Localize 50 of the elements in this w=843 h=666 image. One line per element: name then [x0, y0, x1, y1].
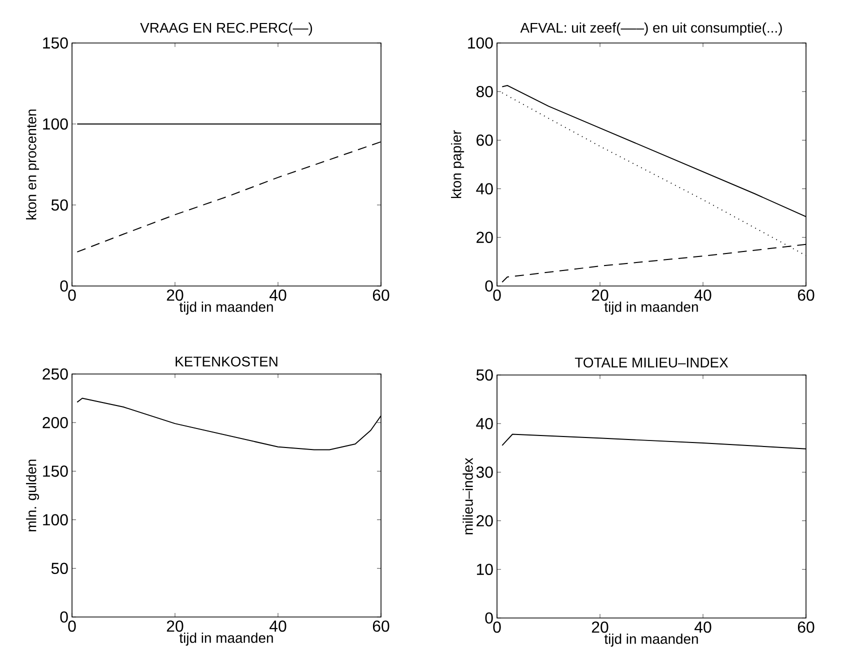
- y-tick-label: 20: [476, 232, 493, 244]
- y-tick-label: 150: [43, 37, 68, 49]
- x-tick-label: 0: [493, 290, 501, 301]
- x-axis-title: tijd in maanden: [179, 632, 273, 646]
- x-tick-label: 0: [68, 290, 76, 301]
- y-tick-label: 10: [476, 564, 493, 576]
- y-tick-label: 250: [42, 368, 68, 380]
- y-tick-label: 100: [43, 118, 68, 130]
- chart-title: AFVAL: uit zeef(–––) en uit consumptie(...): [520, 22, 782, 36]
- x-tick-label: 20: [166, 290, 184, 301]
- y-axis-title: milieu–index: [462, 458, 473, 534]
- chart-title: VRAAG EN REC.PERC(––): [140, 22, 312, 36]
- x-tick-label: 60: [798, 290, 814, 301]
- x-tick-label: 60: [372, 620, 390, 632]
- y-tick-label: 100: [468, 37, 493, 49]
- x-axis-title: tijd in maanden: [179, 302, 273, 315]
- x-tick-label: 0: [68, 620, 76, 632]
- y-axis-title: kton en procenten: [26, 110, 40, 220]
- y-tick-label: 80: [476, 86, 493, 98]
- x-tick-label: 20: [592, 622, 608, 633]
- y-tick-label: 100: [43, 514, 68, 526]
- y-axis-title: kton papier: [451, 130, 464, 198]
- x-tick-label: 40: [270, 620, 286, 632]
- y-tick-label: 50: [51, 562, 68, 574]
- chart-title: TOTALE MILIEU–INDEX: [574, 358, 728, 368]
- x-axis-title: tijd in maanden: [604, 634, 698, 647]
- y-axis-title: mln. gulden: [26, 460, 40, 532]
- x-tick-label: 20: [166, 620, 184, 632]
- x-tick-label: 0: [493, 622, 501, 633]
- x-tick-label: 40: [270, 290, 286, 301]
- y-tick-label: 40: [476, 183, 493, 194]
- chart-title: KETENKOSTEN: [176, 356, 278, 366]
- y-tick-label: 30: [476, 466, 493, 478]
- x-tick-label: 40: [694, 290, 712, 301]
- x-tick-label: 60: [798, 622, 814, 633]
- y-tick-label: 60: [476, 134, 493, 146]
- y-tick-label: 50: [476, 369, 493, 381]
- y-tick-label: 0: [485, 280, 493, 292]
- y-tick-label: 150: [43, 466, 68, 477]
- y-tick-label: 0: [60, 280, 68, 292]
- y-tick-label: 50: [51, 199, 68, 211]
- y-tick-label: 20: [476, 515, 493, 526]
- y-tick-label: 200: [42, 416, 68, 428]
- x-tick-label: 40: [694, 622, 712, 633]
- x-tick-label: 60: [372, 290, 390, 301]
- y-tick-label: 0: [60, 611, 68, 623]
- x-tick-label: 20: [592, 290, 608, 301]
- y-tick-label: 40: [476, 418, 493, 430]
- x-axis-title: tijd in maanden: [604, 302, 698, 315]
- y-tick-label: 0: [485, 612, 493, 624]
